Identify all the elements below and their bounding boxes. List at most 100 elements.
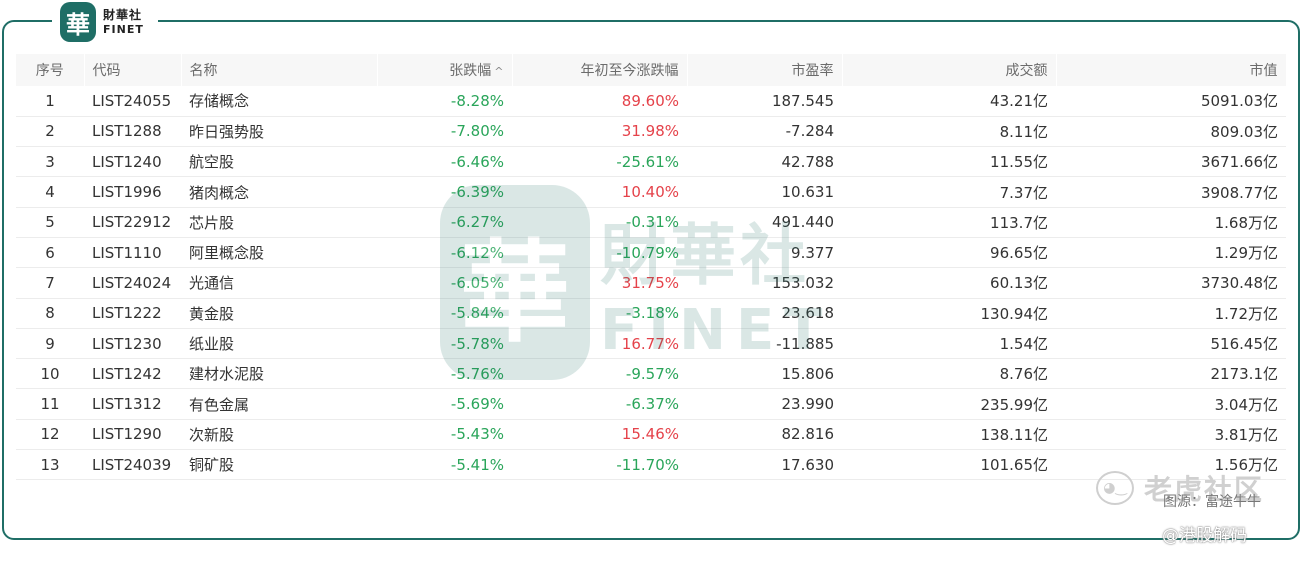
cell-pe: 23.618 <box>687 298 842 329</box>
cell-change: -6.39% <box>377 176 512 208</box>
cell-turnover: 235.99亿 <box>842 388 1056 420</box>
cell-turnover: 1.54亿 <box>842 328 1056 360</box>
cell-code: LIST1242 <box>84 358 181 390</box>
cell-ytd: 15.46% <box>512 419 687 451</box>
cell-mktcap: 516.45亿 <box>1056 328 1286 360</box>
cell-idx: 11 <box>16 388 84 420</box>
brand-name-cn: 財華社 <box>103 8 143 22</box>
sector-table: 序号 代码 名称 张跌幅 ^ 年初至今涨跌幅 市盈率 成交额 市值 1 LIST24… <box>16 54 1287 481</box>
col-header-name[interactable]: 名称 <box>181 54 378 86</box>
cell-pe: -7.284 <box>687 116 842 148</box>
cell-mktcap: 2173.1亿 <box>1056 358 1286 390</box>
table-row[interactable]: 13 LIST24039 铜矿股 -5.41% -11.70% 17.630 101.65亿… <box>16 449 1286 481</box>
cell-mktcap: 3671.66亿 <box>1056 146 1286 178</box>
table-row[interactable]: 3 LIST1240 航空股 -6.46% -25.61% 42.788 11.55亿 367… <box>16 146 1286 178</box>
cell-turnover: 101.65亿 <box>842 449 1056 481</box>
cell-ytd: -11.70% <box>512 449 687 481</box>
col-header-code[interactable]: 代码 <box>84 54 182 86</box>
cell-change: -6.12% <box>377 237 512 269</box>
cell-turnover: 11.55亿 <box>842 146 1056 178</box>
col-header-pe[interactable]: 市盈率 <box>687 54 843 86</box>
col-header-change[interactable]: 张跌幅 ^ <box>377 54 513 86</box>
cell-pe: -11.885 <box>687 328 842 360</box>
cell-name: 昨日强势股 <box>181 116 377 148</box>
cell-mktcap: 1.29万亿 <box>1056 237 1286 269</box>
table-row[interactable]: 5 LIST22912 芯片股 -6.27% -0.31% 491.440 113.7亿 1.… <box>16 207 1286 238</box>
cell-idx: 7 <box>16 267 84 299</box>
cell-idx: 9 <box>16 328 84 360</box>
table-row[interactable]: 8 LIST1222 黄金股 -5.84% -3.18% 23.618 130.94亿 1.7… <box>16 298 1286 329</box>
cell-change: -5.41% <box>377 449 512 481</box>
cell-change: -6.27% <box>377 207 512 238</box>
cell-idx: 3 <box>16 146 84 178</box>
cell-mktcap: 1.56万亿 <box>1056 449 1286 481</box>
cell-pe: 15.806 <box>687 358 842 390</box>
col-header-ytd[interactable]: 年初至今涨跌幅 <box>512 54 688 86</box>
card-frame <box>2 20 1300 540</box>
cell-change: -8.28% <box>377 86 512 117</box>
cell-pe: 491.440 <box>687 207 842 238</box>
cell-name: 黄金股 <box>181 298 377 329</box>
cell-change: -7.80% <box>377 116 512 148</box>
cell-turnover: 96.65亿 <box>842 237 1056 269</box>
cell-ytd: -6.37% <box>512 388 687 420</box>
cell-change: -5.43% <box>377 419 512 451</box>
cell-ytd: -9.57% <box>512 358 687 390</box>
cell-pe: 82.816 <box>687 419 842 451</box>
cell-idx: 12 <box>16 419 84 451</box>
cell-idx: 2 <box>16 116 84 148</box>
table-row[interactable]: 2 LIST1288 昨日强势股 -7.80% 31.98% -7.284 8.11亿 809… <box>16 116 1286 148</box>
cell-code: LIST24024 <box>84 267 181 299</box>
sort-ascending-icon[interactable]: ^ <box>494 65 504 78</box>
cell-turnover: 8.11亿 <box>842 116 1056 148</box>
table-row[interactable]: 7 LIST24024 光通信 -6.05% 31.75% 153.032 60.13亿 37… <box>16 267 1286 299</box>
author-credit: @港股解码 <box>1162 526 1247 546</box>
cell-code: LIST1222 <box>84 298 181 329</box>
image-source: 图源：富途牛牛 <box>1163 494 1261 510</box>
table-row[interactable]: 4 LIST1996 猪肉概念 -6.39% 10.40% 10.631 7.37亿 3908… <box>16 176 1286 208</box>
cell-ytd: -3.18% <box>512 298 687 329</box>
cell-idx: 5 <box>16 207 84 238</box>
cell-name: 铜矿股 <box>181 449 377 481</box>
table-row[interactable]: 10 LIST1242 建材水泥股 -5.76% -9.57% 15.806 8.76亿 21… <box>16 358 1286 390</box>
cell-name: 阿里概念股 <box>181 237 377 269</box>
cell-name: 光通信 <box>181 267 377 299</box>
cell-name: 存储概念 <box>181 86 377 117</box>
table-row[interactable]: 9 LIST1230 纸业股 -5.78% 16.77% -11.885 1.54亿 516.… <box>16 328 1286 360</box>
cell-mktcap: 5091.03亿 <box>1056 86 1286 117</box>
cell-ytd: 31.98% <box>512 116 687 148</box>
cell-ytd: 16.77% <box>512 328 687 360</box>
cell-ytd: -0.31% <box>512 207 687 238</box>
cell-pe: 153.032 <box>687 267 842 299</box>
brand-text: 財華社 FINET <box>103 9 144 35</box>
cell-name: 有色金属 <box>181 388 377 420</box>
cell-change: -6.46% <box>377 146 512 178</box>
cell-name: 次新股 <box>181 419 377 451</box>
community-name: 老虎社区 <box>1144 473 1265 506</box>
cell-idx: 8 <box>16 298 84 329</box>
cell-idx: 1 <box>16 86 84 117</box>
cell-code: LIST24039 <box>84 449 181 481</box>
table-row[interactable]: 11 LIST1312 有色金属 -5.69% -6.37% 23.990 235.99亿 3… <box>16 388 1286 420</box>
cell-code: LIST1110 <box>84 237 181 269</box>
table-row[interactable]: 12 LIST1290 次新股 -5.43% 15.46% 82.816 138.11亿 3.… <box>16 419 1286 451</box>
table-row[interactable]: 6 LIST1110 阿里概念股 -6.12% -10.79% 9.377 96.65亿 1.… <box>16 237 1286 269</box>
col-header-mktcap[interactable]: 市值 <box>1056 54 1287 86</box>
cell-turnover: 8.76亿 <box>842 358 1056 390</box>
col-header-idx[interactable]: 序号 <box>16 54 85 86</box>
col-header-turnover[interactable]: 成交额 <box>842 54 1057 86</box>
table-row[interactable]: 1 LIST24055 存储概念 -8.28% 89.60% 187.545 43.21亿 5… <box>16 86 1286 117</box>
cell-mktcap: 3.81万亿 <box>1056 419 1286 451</box>
cell-name: 纸业股 <box>181 328 377 360</box>
cell-name: 芯片股 <box>181 207 377 238</box>
community-watermark: ◕‿ 老虎社区 <box>1096 468 1264 508</box>
tiger-icon: ◕‿ <box>1096 471 1134 505</box>
table-header-row: 序号 代码 名称 张跌幅 ^ 年初至今涨跌幅 市盈率 成交额 市值 <box>16 54 1287 86</box>
cell-ytd: -25.61% <box>512 146 687 178</box>
cell-change: -5.84% <box>377 298 512 329</box>
cell-change: -5.69% <box>377 388 512 420</box>
brand-name-en: FINET <box>103 23 144 36</box>
cell-ytd: 31.75% <box>512 267 687 299</box>
cell-ytd: 89.60% <box>512 86 687 117</box>
cell-code: LIST1996 <box>84 176 181 208</box>
